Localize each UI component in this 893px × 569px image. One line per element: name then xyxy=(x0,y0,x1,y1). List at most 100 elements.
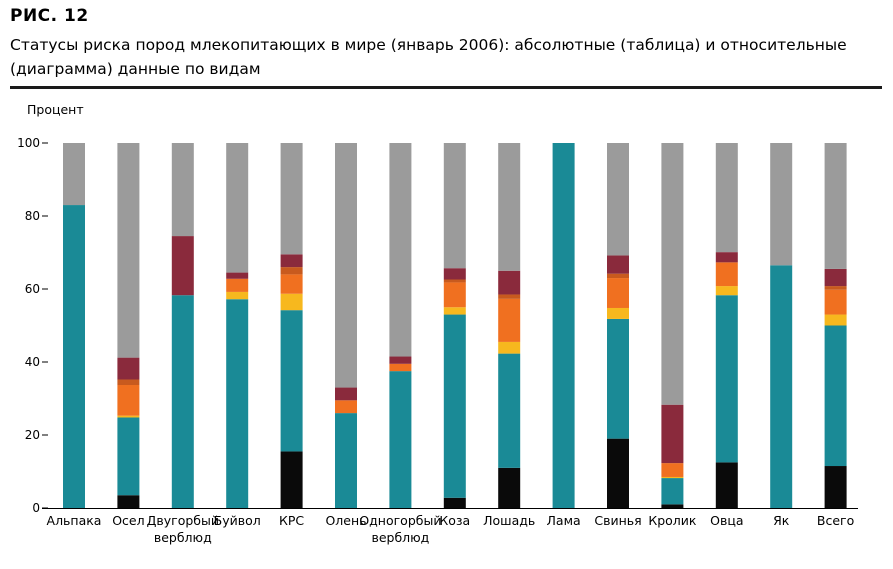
bar-segment xyxy=(824,325,847,467)
bar-segment xyxy=(335,400,357,414)
bar-segment xyxy=(443,282,466,308)
x-category-label: Одногорбый xyxy=(359,513,441,528)
x-category-label: Кролик xyxy=(648,513,697,528)
bar-segment xyxy=(280,310,303,452)
bar-segment xyxy=(715,262,738,287)
bar-segment xyxy=(117,357,140,380)
bar-segment xyxy=(389,356,412,364)
bar-segment xyxy=(552,143,575,508)
bar-segment xyxy=(661,476,684,479)
bar-segment xyxy=(607,318,629,439)
x-category-label: Лама xyxy=(547,513,581,528)
bar-segment xyxy=(498,298,521,342)
bar-segment xyxy=(443,307,466,315)
y-axis-title: Процент xyxy=(27,102,84,117)
bar-segment xyxy=(607,255,629,274)
bar-segment xyxy=(607,273,629,279)
bar-segment xyxy=(389,143,412,357)
bar-segment xyxy=(498,341,521,354)
bar-segment xyxy=(443,497,466,508)
bar-segment xyxy=(824,286,847,290)
title-divider xyxy=(10,86,882,89)
bar-segment xyxy=(226,291,249,300)
bar-segment xyxy=(63,205,85,509)
x-category-label: Осел xyxy=(112,513,144,528)
y-tick-label: 100 xyxy=(17,136,40,150)
bar-segment xyxy=(117,417,140,496)
bar-segment xyxy=(171,295,194,508)
bar-segment xyxy=(661,143,684,405)
bar-segment xyxy=(824,143,847,269)
x-category-label: Лошадь xyxy=(483,513,535,528)
x-category-label: Альпака xyxy=(47,513,102,528)
bar-segment xyxy=(498,294,521,299)
bar-segment xyxy=(117,384,140,416)
x-category-label: Коза xyxy=(439,513,470,528)
y-tick-label: 0 xyxy=(32,501,40,515)
bar-segment xyxy=(661,463,684,477)
x-category-label: Всего xyxy=(817,513,854,528)
figure-title: Статусы риска пород млекопитающих в мире… xyxy=(10,36,847,78)
bar-segment xyxy=(226,299,249,508)
bar-segment xyxy=(824,268,847,287)
y-tick-label: 60 xyxy=(25,282,40,296)
x-category-label: верблюд xyxy=(371,530,429,545)
bar-segment xyxy=(607,278,629,308)
bar-segment xyxy=(715,143,738,253)
bar-segment xyxy=(226,272,249,279)
y-tick-label: 80 xyxy=(25,209,40,223)
y-tick-label: 40 xyxy=(25,355,40,369)
bar-segment xyxy=(607,438,629,508)
figure-label: РИС. 12 xyxy=(10,6,89,26)
y-tick-label: 20 xyxy=(25,428,40,442)
bar-segment xyxy=(171,143,194,237)
bar-segment xyxy=(117,415,140,418)
bar-segment xyxy=(335,387,357,401)
bar-segment xyxy=(280,451,303,508)
x-category-label: Буйвол xyxy=(214,513,261,528)
bar-segment xyxy=(661,404,684,464)
bar-segment xyxy=(280,267,303,275)
bar-segment xyxy=(443,279,466,283)
bar-segment xyxy=(715,286,738,296)
bar-segment xyxy=(226,143,249,273)
bar-segment xyxy=(226,278,249,292)
bar-segment xyxy=(280,274,303,294)
x-category-label: Двугорбый xyxy=(147,513,219,528)
bar-segment xyxy=(824,466,847,508)
bar-segment xyxy=(335,413,357,508)
x-category-label: Олень xyxy=(325,513,366,528)
bar-segment xyxy=(661,478,684,505)
x-category-label: Овца xyxy=(710,513,743,528)
bar-segment xyxy=(443,143,466,269)
x-category-label: Свинья xyxy=(594,513,641,528)
bar-segment xyxy=(389,363,412,372)
bar-segment xyxy=(280,293,303,311)
bar-segment xyxy=(498,143,521,271)
bar-segment xyxy=(443,268,466,280)
x-category-label: Як xyxy=(773,513,790,528)
bar-segment xyxy=(335,143,357,388)
bar-segment xyxy=(117,379,140,385)
bar-segment xyxy=(280,143,303,255)
bar-segment xyxy=(443,314,466,498)
bar-segment xyxy=(63,143,85,206)
bar-segment xyxy=(770,143,793,266)
bar-segment xyxy=(715,295,738,463)
y-axis: 0 20 40 60 80 100 xyxy=(17,136,48,515)
bar-segment xyxy=(715,252,738,263)
bar-segment xyxy=(498,353,521,468)
bar-segment xyxy=(607,307,629,319)
x-category-label: верблюд xyxy=(154,530,212,545)
bar-segment xyxy=(824,289,847,315)
bar-segment xyxy=(117,143,140,358)
x-category-label: КРС xyxy=(279,513,304,528)
bar-segment xyxy=(171,236,194,296)
bar-segment xyxy=(715,462,738,508)
bar-segment xyxy=(498,467,521,508)
bar-segment xyxy=(117,495,140,508)
bar-segment xyxy=(770,265,793,508)
bar-segment xyxy=(389,371,412,508)
bar-segment xyxy=(280,254,303,268)
